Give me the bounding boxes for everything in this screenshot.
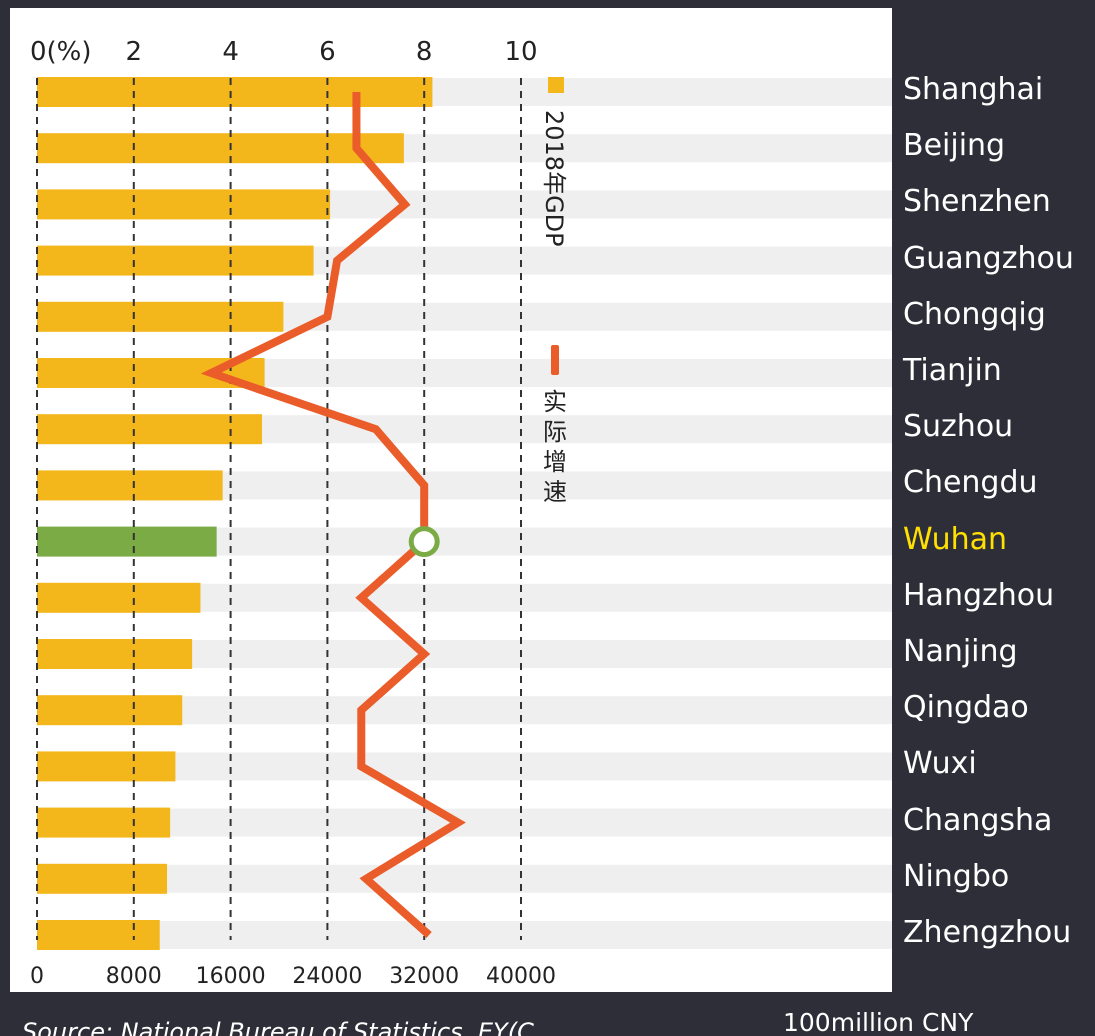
top-axis-tick-label: 10 [504,37,537,67]
gdp-bar [37,920,160,950]
city-label: Ningbo [903,858,1010,894]
city-label: Chongqig [903,296,1046,332]
gdp-bar [37,639,193,669]
source-caption: Source: National Bureau of Statistics, E… [22,1018,557,1036]
city-label: Shanghai [903,72,1044,107]
gdp-bar [37,133,404,164]
gdp-bar [37,582,201,613]
gdp-bar [37,77,433,107]
top-axis-tick-label: 0(%) [30,37,92,67]
legend-gdp-label: 2018年GDP [540,110,568,247]
growth-rate-marker-highlight [408,526,440,558]
gdp-bar [37,470,223,501]
city-label: Beijing [903,128,1006,164]
city-label: Suzhou [903,409,1014,445]
row-band [37,752,892,781]
city-label: Qingdao [903,690,1029,726]
legend-growth-label-char: 际 [543,418,567,446]
bottom-axis-tick-label: 0 [30,964,44,989]
city-label: Changsha [903,802,1053,838]
gdp-bar [37,807,171,838]
gdp-bar-highlight [37,526,217,557]
growth-rate-line [200,92,466,938]
row-band [37,921,892,949]
legend-growth-label-char: 实 [543,388,567,416]
bottom-axis-tick-label: 24000 [292,964,362,989]
city-label: Shenzhen [903,184,1051,220]
city-label: Zhengzhou [903,915,1072,950]
bottom-axis-unit-label: 100million CNY [783,1008,974,1036]
legend-growth-label-char: 增 [543,448,567,476]
gdp-bar [37,414,263,445]
top-axis-tick-label: 2 [126,37,143,67]
bottom-axis-tick-label: 16000 [196,964,266,989]
city-label: Wuhan [903,521,1008,557]
top-axis-tick-label: 8 [416,37,433,67]
gdp-bar [37,189,331,220]
legend-growth-label-char: 速 [543,478,567,506]
gdp-bar [37,695,183,726]
gdp-bar [37,751,176,782]
gdp-bar [37,301,284,332]
city-label: Chengdu [903,465,1038,501]
gdp-bar [37,245,314,276]
bottom-axis-tick-label: 40000 [486,964,556,989]
top-axis-tick-label: 6 [319,37,336,67]
top-axis-tick-label: 4 [222,37,239,67]
city-label: Nanjing [903,634,1018,669]
city-label: Hangzhou [903,577,1055,613]
bottom-axis-tick-label: 8000 [106,964,162,989]
row-band [37,864,892,893]
legend-gdp-swatch [548,77,564,93]
gdp-bar [37,863,168,894]
city-label: Tianjin [903,353,1002,388]
city-label: Guangzhou [903,240,1074,276]
bottom-axis-tick-label: 32000 [389,964,459,989]
city-label: Wuxi [903,746,977,782]
legend-growth-swatch [551,345,559,375]
